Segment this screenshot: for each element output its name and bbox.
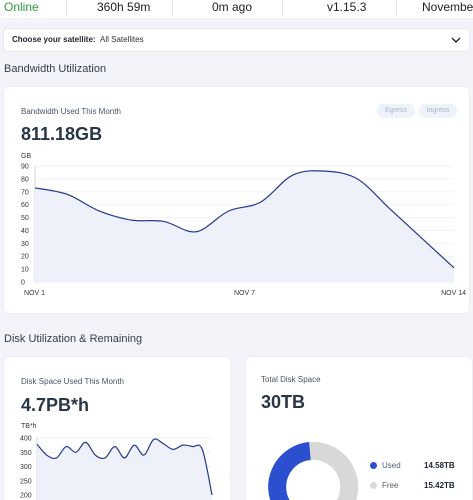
egress-toggle[interactable]: Egress	[377, 104, 415, 118]
satellite-select-label: Choose your satellite:	[12, 35, 96, 44]
y-tick-label: 80	[21, 176, 29, 183]
disk-space-card-value: 4.7PB*h	[21, 395, 90, 415]
bandwidth-line	[34, 170, 455, 269]
disk-space-line	[36, 438, 213, 496]
y-axis-unit-label: GB	[21, 153, 31, 160]
y-tick-label: 400	[20, 436, 32, 443]
y-tick-label: 10	[21, 267, 29, 274]
ingress-toggle[interactable]: Ingress	[419, 104, 457, 118]
y-axis-unit-label: TB*h	[21, 423, 37, 430]
satellite-select-value: All Satellites	[100, 35, 144, 44]
y-tick-label: 20	[21, 254, 29, 261]
legend-free-dot	[370, 482, 377, 489]
disk-section-title: Disk Utilization & Remaining	[4, 333, 143, 345]
satellite-select[interactable]: Choose your satellite: All Satellites	[3, 28, 470, 52]
disk-space-card-label: Disk Space Used This Month	[21, 377, 125, 386]
bandwidth-card-label: Bandwidth Used This Month	[21, 107, 121, 116]
chevron-down-icon	[451, 37, 461, 43]
donut-slice-free	[309, 441, 359, 500]
divider	[66, 0, 67, 16]
y-tick-label: 30	[21, 241, 29, 248]
legend-used-label: Used	[382, 461, 401, 470]
legend-free-value: 15.42TB	[424, 481, 455, 490]
legend-free-label: Free	[382, 481, 399, 490]
status-value: Online	[4, 0, 39, 14]
legend-used-value: 14.58TB	[424, 461, 455, 470]
disk-space-chart: TB*h 200 250 300 350 400	[20, 423, 213, 500]
uptime-value: 360h 59m	[97, 0, 151, 14]
divider	[282, 0, 283, 16]
y-tick-label: 250	[20, 478, 32, 485]
y-tick-label: 50	[21, 215, 29, 222]
total-disk-card-value: 30TB	[261, 392, 306, 412]
disk-donut-chart	[268, 441, 359, 500]
bandwidth-area	[35, 170, 454, 282]
y-tick-label: 350	[20, 450, 32, 457]
donut-slice-used	[268, 442, 312, 500]
bandwidth-chart: GB 0 10 20 30 40 50 60 70 80 90 NOV 1 NOV 7 NOV 14	[21, 153, 466, 297]
y-tick-label: 70	[21, 189, 29, 196]
status-bar: Online 360h 59m 0m ago v1.15.3 November	[0, 0, 473, 18]
last-contact-value: 0m ago	[212, 0, 253, 14]
divider	[396, 0, 397, 16]
x-tick-label: NOV 7	[234, 290, 255, 297]
x-tick-label: NOV 1	[24, 290, 45, 297]
y-tick-label: 90	[21, 164, 29, 171]
y-tick-label: 0	[21, 280, 25, 287]
period-value: November	[422, 0, 473, 14]
bandwidth-section-title: Bandwidth Utilization	[4, 63, 107, 75]
y-tick-label: 200	[20, 493, 32, 500]
x-tick-label: NOV 14	[441, 290, 466, 297]
legend-used-dot	[370, 462, 377, 469]
version-value: v1.15.3	[327, 0, 367, 14]
divider	[172, 0, 173, 16]
y-tick-label: 300	[20, 464, 32, 471]
bandwidth-card-value: 811.18GB	[21, 124, 103, 144]
disk-space-area	[37, 438, 212, 500]
y-tick-label: 40	[21, 228, 29, 235]
y-tick-label: 60	[21, 202, 29, 209]
total-disk-card-label: Total Disk Space	[261, 375, 321, 384]
